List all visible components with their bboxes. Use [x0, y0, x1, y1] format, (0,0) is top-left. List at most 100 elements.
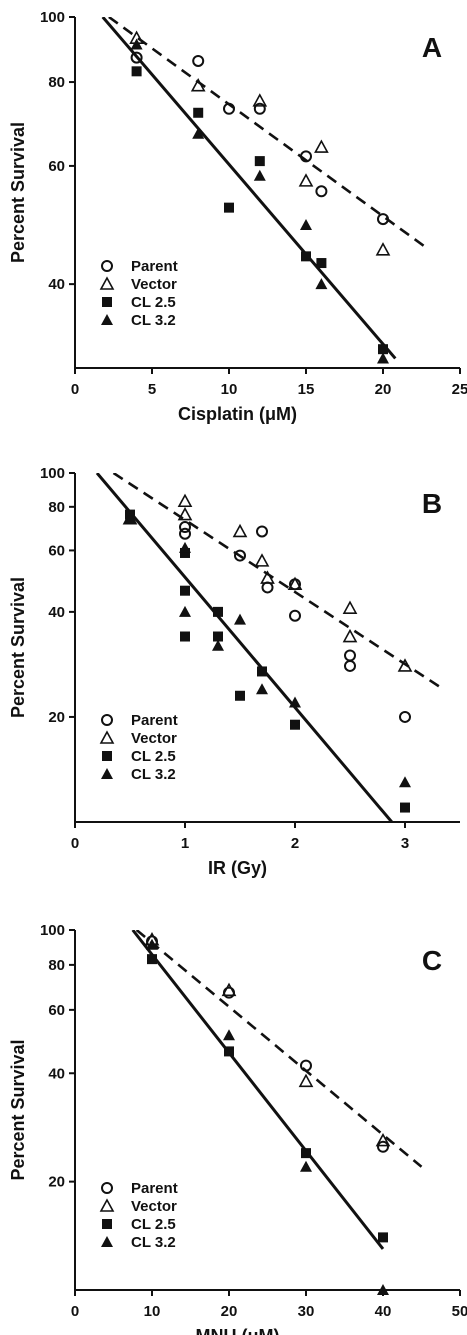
- legend-filled-triangle-marker: [101, 768, 113, 779]
- y-tick-label: 60: [48, 158, 65, 175]
- filled-triangle-marker: [223, 1029, 235, 1041]
- y-tick-label: 100: [40, 465, 65, 482]
- filled-triangle-marker: [212, 639, 224, 651]
- open-circle-marker: [130, 51, 143, 64]
- y-tick-label: 20: [48, 1174, 65, 1191]
- legend-label: Vector: [131, 1198, 177, 1215]
- open-circle-marker: [344, 659, 356, 672]
- solid-fit-line: [131, 930, 385, 1250]
- series-cl-3-2: [146, 938, 389, 1295]
- panel-label: B: [422, 488, 442, 519]
- filled-square-marker: [316, 258, 327, 269]
- open-triangle-marker: [287, 576, 303, 591]
- filled-square-marker: [301, 1148, 311, 1159]
- series-parent: [130, 51, 389, 226]
- open-circle-marker: [261, 581, 274, 594]
- filled-triangle-marker: [377, 1284, 389, 1295]
- filled-square-marker: [224, 202, 234, 213]
- filled-square-marker: [180, 631, 190, 642]
- filled-triangle-marker: [146, 938, 158, 950]
- panel-label: A: [422, 32, 442, 63]
- legend-label: Vector: [131, 276, 177, 293]
- chart-panel-b: 0 1 2 3 20 40 60 80 100 IR (Gy) Percent Survival B P…: [8, 465, 460, 878]
- series-cl-3-2: [124, 512, 411, 788]
- filled-square-marker: [378, 344, 388, 355]
- chart-panel-a: 0 5 10 15 20 25 40 60 80 100 Cisplatin (μM) Percent…: [8, 9, 467, 424]
- x-tick-label: 1: [181, 835, 189, 852]
- y-axis-title: Percent Survival: [8, 577, 28, 718]
- x-tick-label: 25: [452, 381, 467, 398]
- filled-square-marker: [290, 719, 300, 730]
- x-tick-label: 40: [375, 1303, 392, 1320]
- open-triangle-marker: [260, 570, 275, 584]
- filled-square-marker: [254, 156, 265, 167]
- series-parent: [179, 521, 411, 723]
- filled-square-marker: [400, 802, 410, 813]
- open-triangle-marker: [254, 553, 270, 567]
- open-triangle-marker: [342, 628, 358, 643]
- series-cl-2-5: [131, 66, 388, 355]
- x-tick-label: 10: [144, 1303, 161, 1320]
- open-triangle-marker: [342, 600, 358, 614]
- legend-label: CL 2.5: [131, 1216, 176, 1233]
- open-circle-marker: [179, 527, 191, 540]
- x-tick-label: 0: [71, 381, 79, 398]
- legend-filled-square-marker: [102, 297, 112, 307]
- panel-label: C: [422, 945, 442, 976]
- open-circle-marker: [192, 54, 205, 67]
- filled-square-marker: [131, 66, 142, 77]
- open-triangle-marker: [314, 139, 329, 153]
- y-axis-title: Percent Survival: [8, 1039, 28, 1180]
- filled-square-marker: [213, 606, 223, 617]
- legend-open-triangle-marker: [99, 276, 115, 290]
- open-triangle-marker: [375, 1132, 391, 1147]
- open-circle-marker: [300, 1059, 312, 1072]
- x-tick-label: 30: [298, 1303, 315, 1320]
- series-cl-2-5: [147, 954, 388, 1243]
- legend-label: Parent: [131, 1180, 178, 1197]
- x-axis-title: IR (Gy): [208, 858, 267, 878]
- filled-triangle-marker: [377, 352, 389, 364]
- legend-label: Parent: [131, 712, 178, 729]
- open-triangle-marker: [177, 506, 193, 521]
- x-tick-label: 20: [221, 1303, 238, 1320]
- x-tick-label: 5: [148, 381, 156, 398]
- x-tick-label: 0: [71, 1303, 79, 1320]
- y-tick-label: 60: [48, 542, 65, 559]
- filled-square-marker: [147, 954, 157, 965]
- open-circle-marker: [223, 102, 235, 115]
- y-tick-label: 100: [40, 922, 65, 939]
- filled-square-marker: [180, 585, 190, 596]
- filled-square-marker: [224, 1046, 234, 1057]
- filled-square-marker: [180, 547, 190, 558]
- series-vector: [122, 493, 413, 672]
- y-tick-label: 60: [48, 1002, 65, 1019]
- filled-triangle-marker: [253, 169, 266, 181]
- y-tick-label: 40: [48, 1065, 65, 1082]
- filled-triangle-marker: [256, 683, 268, 695]
- open-triangle-marker: [375, 242, 391, 256]
- open-circle-marker: [253, 102, 266, 115]
- open-triangle-marker: [232, 523, 248, 538]
- legend-label: Parent: [131, 258, 178, 275]
- y-tick-label: 20: [48, 709, 65, 726]
- series-vector: [129, 30, 391, 256]
- open-triangle-marker: [397, 658, 413, 672]
- filled-triangle-marker: [300, 1160, 312, 1172]
- open-triangle-marker: [177, 493, 193, 508]
- legend-open-circle-marker: [101, 714, 113, 726]
- x-axis-title: Cisplatin (μM): [178, 404, 297, 424]
- y-tick-label: 100: [40, 9, 65, 26]
- open-circle-marker: [399, 710, 411, 723]
- legend-filled-square-marker: [102, 1219, 112, 1229]
- filled-square-marker: [193, 107, 204, 118]
- open-triangle-marker: [298, 173, 314, 187]
- filled-triangle-marker: [289, 696, 301, 708]
- filled-square-marker: [378, 1232, 388, 1243]
- open-circle-marker: [300, 150, 312, 163]
- dashed-fit-line: [108, 17, 430, 251]
- x-tick-label: 20: [375, 381, 392, 398]
- legend-filled-triangle-marker: [101, 314, 113, 325]
- filled-triangle-marker: [315, 278, 328, 290]
